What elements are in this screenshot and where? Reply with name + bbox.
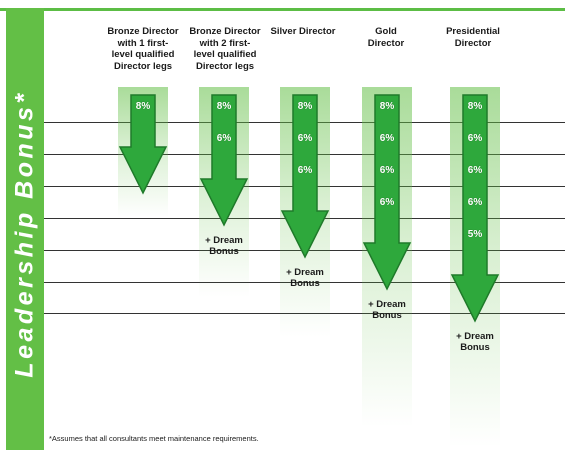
bonus-percentage: 6% — [216, 133, 232, 144]
down-arrow-icon — [199, 94, 249, 227]
column-heading: Bronze Director with 2 first-level qualif… — [180, 26, 270, 72]
bonus-percentage: 6% — [467, 197, 483, 208]
bonus-percentage: 6% — [379, 197, 395, 208]
bonus-percentage: 8% — [297, 101, 313, 112]
bonus-percentage: 6% — [297, 165, 313, 176]
column-heading-line: Director legs — [113, 60, 173, 72]
column-heading: Silver Director — [263, 26, 343, 38]
arrow-shape — [280, 94, 330, 259]
column-heading-line: with 2 first- — [199, 37, 251, 49]
column-heading-line: level qualified — [193, 49, 257, 60]
arrow-shape — [199, 94, 249, 227]
footnote: *Assumes that all consultants meet maint… — [49, 434, 259, 443]
dream-bonus-label: + Dream Bonus — [286, 267, 324, 289]
column-heading-line: Director — [367, 37, 405, 49]
bonus-percentage: 8% — [216, 101, 232, 112]
arrow-shape — [362, 94, 412, 291]
column-heading: Bronze Director with 1 first-level qualif… — [98, 26, 188, 72]
column-heading-line: Director legs — [195, 60, 255, 72]
column-heading-line: Bronze Director — [107, 26, 179, 37]
column-heading-line: Presidential — [446, 26, 500, 37]
down-arrow-icon — [118, 94, 168, 195]
dream-bonus-label: + Dream Bonus — [205, 235, 243, 257]
column-heading: Presidential Director — [438, 26, 508, 49]
side-title-bar — [6, 8, 44, 450]
arrow-shape — [450, 94, 500, 323]
bonus-percentage: 6% — [467, 165, 483, 176]
column-heading-line: Director — [454, 37, 492, 49]
dream-bonus-label: + Dream Bonus — [368, 299, 406, 321]
column-heading-line: Bronze Director — [189, 26, 261, 37]
column-heading-line: with 1 first- — [117, 37, 169, 49]
bonus-percentage: 5% — [467, 229, 483, 240]
column-heading-line: Silver Director — [270, 26, 336, 37]
bonus-percentage: 8% — [135, 101, 151, 112]
bonus-percentage: 8% — [467, 101, 483, 112]
column-heading: Gold Director — [351, 26, 421, 49]
column-heading-line: level qualified — [111, 49, 175, 60]
bonus-percentage: 6% — [467, 133, 483, 144]
bonus-percentage: 6% — [379, 133, 395, 144]
down-arrow-icon — [450, 94, 500, 323]
dream-bonus-label: + Dream Bonus — [456, 331, 494, 353]
side-title: Leadership Bonus* — [10, 90, 39, 378]
top-rule — [0, 8, 565, 11]
bonus-percentage: 6% — [297, 133, 313, 144]
column-heading-line: Gold — [375, 26, 397, 37]
down-arrow-icon — [362, 94, 412, 291]
arrow-shape — [118, 94, 168, 195]
bonus-percentage: 6% — [379, 165, 395, 176]
bonus-percentage: 8% — [379, 101, 395, 112]
down-arrow-icon — [280, 94, 330, 259]
